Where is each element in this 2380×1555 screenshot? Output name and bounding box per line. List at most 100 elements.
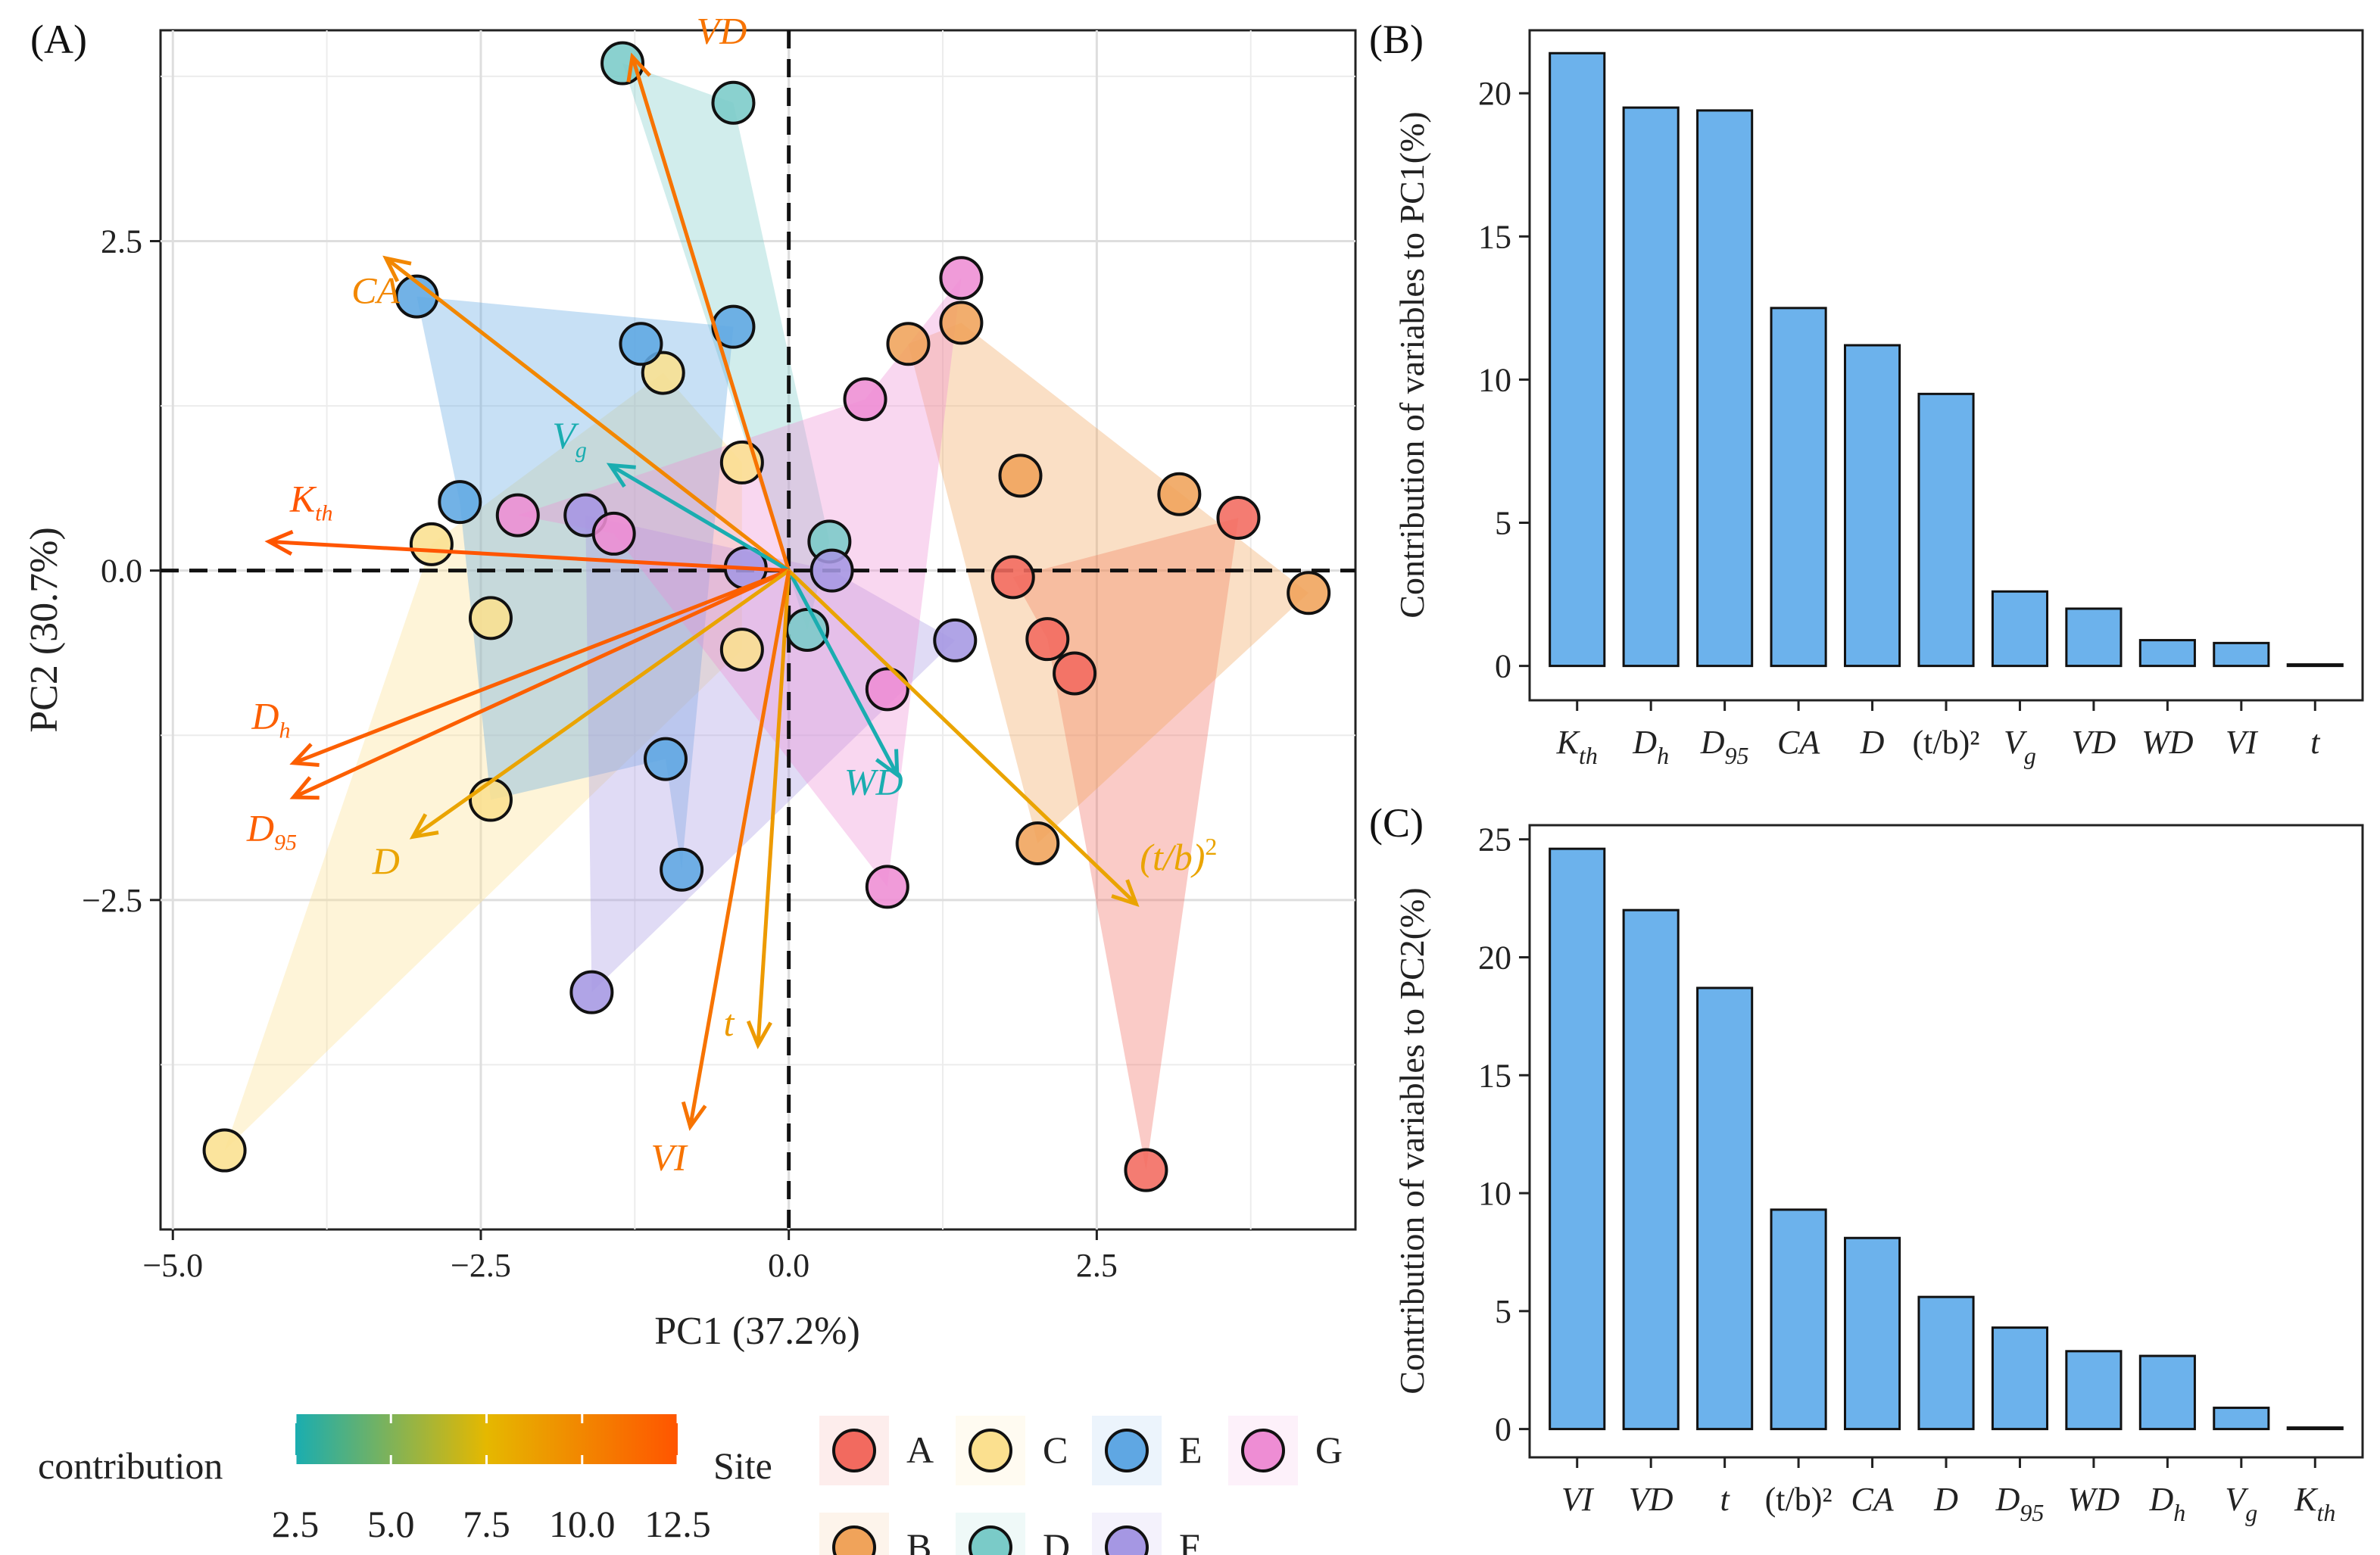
pc2-category-label: VD bbox=[1629, 1481, 1673, 1518]
pc2-bars bbox=[1549, 847, 2344, 1431]
point-site-a bbox=[990, 555, 1035, 600]
gradient-tick-label: 7.5 bbox=[463, 1503, 510, 1545]
contribution-legend-title: contribution bbox=[38, 1444, 223, 1487]
pca-axis-ticks: −5.0 −2.5 0.0 2.5 −2.5 0.0 2.5 bbox=[82, 223, 1118, 1284]
point-site-b bbox=[998, 453, 1043, 498]
pc1-category-label: CA bbox=[1777, 724, 1820, 761]
vector-vg-label: Vg bbox=[552, 414, 587, 463]
site-key-label: C bbox=[1043, 1429, 1068, 1471]
point-site-a bbox=[1053, 651, 1097, 696]
point-site-g bbox=[939, 256, 984, 301]
pc2-category-labels: VI VD t (t/b)² CA D D95 WD Dh Vg Kth bbox=[1561, 1457, 2335, 1526]
pc1-bar bbox=[2065, 607, 2123, 668]
pc2-bar bbox=[2213, 1407, 2270, 1431]
vector-wd-arrowhead bbox=[875, 749, 900, 779]
pc1-bar bbox=[1549, 51, 1606, 668]
pc2-y-tick-label: 10 bbox=[1478, 1175, 1511, 1212]
pc2-bar bbox=[2286, 1426, 2344, 1431]
site-points bbox=[202, 41, 1331, 1192]
vector-tb2-line bbox=[787, 569, 1138, 905]
pc2-bar bbox=[1843, 1236, 1901, 1431]
pc2-bar bbox=[2138, 1354, 2196, 1431]
vector-kth-line bbox=[269, 539, 789, 573]
pc2-bar bbox=[1770, 1208, 1827, 1431]
y-tick-label: −2.5 bbox=[82, 882, 142, 919]
vector-vd-line bbox=[630, 56, 791, 572]
pc1-bar bbox=[1622, 106, 1680, 668]
point-site-g bbox=[495, 493, 540, 538]
pc2-bar bbox=[1917, 1295, 1975, 1431]
site-key-label: G bbox=[1315, 1429, 1343, 1471]
x-tick-label: −5.0 bbox=[142, 1247, 203, 1284]
site-key-point-a bbox=[832, 1429, 876, 1472]
point-site-c bbox=[202, 1128, 247, 1173]
pc2-bar bbox=[1549, 847, 1606, 1431]
vector-vd-arrowhead bbox=[626, 52, 651, 83]
pc2-category-label: CA bbox=[1851, 1481, 1894, 1518]
panel-label-b: (B) bbox=[1369, 17, 1424, 62]
pc1-bars bbox=[1549, 51, 2344, 668]
point-site-g bbox=[865, 667, 909, 712]
y-tick-label: 2.5 bbox=[101, 223, 142, 260]
point-site-f bbox=[933, 618, 978, 662]
vector-d-line bbox=[412, 569, 791, 839]
vector-vg-arrowhead bbox=[606, 463, 636, 488]
x-tick-label: 2.5 bbox=[1076, 1247, 1118, 1284]
point-site-g bbox=[843, 377, 887, 422]
pc1-y-tick-label: 0 bbox=[1495, 648, 1511, 685]
point-site-b bbox=[886, 322, 931, 366]
point-site-e bbox=[643, 737, 688, 781]
vector-vd-label: VD bbox=[697, 9, 747, 51]
vector-vg-line bbox=[609, 463, 790, 572]
vector-wd-line bbox=[787, 569, 900, 776]
pc2-category-label: VI bbox=[1561, 1481, 1595, 1518]
pc1-category-label: VD bbox=[2072, 724, 2116, 761]
panel-label-a: (A) bbox=[30, 17, 87, 62]
vector-ca-line bbox=[385, 257, 791, 572]
site-key-point-c bbox=[969, 1429, 1012, 1472]
pc1-bar bbox=[1770, 307, 1827, 668]
vector-d95-label: D95 bbox=[246, 807, 297, 855]
hull-site-e bbox=[416, 296, 734, 870]
point-site-f bbox=[809, 548, 854, 593]
hull-site-b bbox=[908, 323, 1309, 843]
vector-t-label: t bbox=[723, 1002, 735, 1044]
pc1-bar bbox=[1696, 109, 1754, 668]
contribution-legend-ticks: 2.5 5.0 7.5 10.0 12.5 bbox=[272, 1414, 711, 1545]
pc2-category-label: Kth bbox=[2294, 1481, 2335, 1526]
panel-label-c: (C) bbox=[1369, 800, 1424, 846]
pc1-y-tick-label: 10 bbox=[1478, 361, 1511, 398]
pc2-category-label: D bbox=[1933, 1481, 1958, 1518]
pc1-bar bbox=[1917, 392, 1975, 668]
variable-vectors: VD CA Vg Kth Dh D95 D WD (t/b)2 t VI bbox=[246, 9, 1218, 1178]
gradient-tick-label: 5.0 bbox=[367, 1503, 415, 1545]
vector-dh-label: Dh bbox=[251, 695, 290, 743]
site-key-point-e bbox=[1105, 1429, 1149, 1472]
pc2-y-tick-label: 20 bbox=[1478, 939, 1511, 976]
point-site-a bbox=[1216, 496, 1261, 541]
pc1-bar bbox=[2286, 663, 2344, 668]
pc2-y-tick-label: 0 bbox=[1495, 1411, 1511, 1448]
gradient-tick-label: 2.5 bbox=[272, 1503, 320, 1545]
point-site-a bbox=[1124, 1148, 1168, 1192]
pc1-y-axis-label: Contribution of variables to PC1(%) bbox=[1393, 111, 1431, 618]
point-site-c bbox=[719, 628, 764, 672]
vector-kth-label: Kth bbox=[289, 477, 333, 525]
pc1-bar bbox=[1991, 590, 2049, 668]
x-tick-label: 0.0 bbox=[768, 1247, 809, 1284]
site-key-label: F bbox=[1179, 1525, 1200, 1555]
site-key-point-b bbox=[832, 1525, 876, 1555]
site-legend-title: Site bbox=[713, 1444, 772, 1487]
legend: contribution 2.5 5.0 7.5 10.0 12.5 Site A B C D… bbox=[38, 1414, 1343, 1555]
site-key-label: E bbox=[1179, 1429, 1202, 1471]
point-site-c bbox=[468, 596, 513, 640]
pc1-category-label: D bbox=[1860, 724, 1885, 761]
zero-lines bbox=[161, 30, 1355, 1229]
site-key-label: A bbox=[906, 1429, 934, 1471]
vector-d95-arrowhead bbox=[289, 776, 320, 800]
pc2-contribution-panel: (C) 0 5 10 15 20 25 VI VD t (t/b)² CA D D95 WD Dh Vg Kt… bbox=[1369, 800, 2364, 1526]
point-site-b bbox=[1157, 472, 1202, 516]
point-site-c bbox=[468, 778, 513, 822]
